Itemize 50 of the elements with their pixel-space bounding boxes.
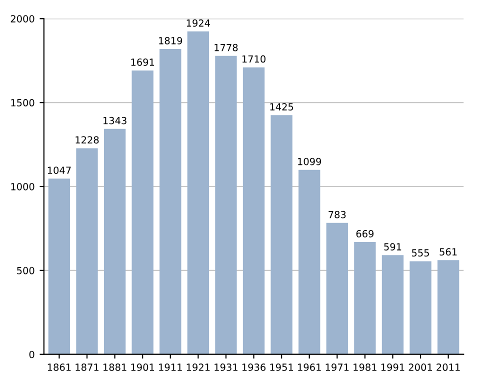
data-label: 783 — [328, 210, 346, 218]
bar — [242, 67, 265, 354]
y-tick-label: 0 — [29, 350, 34, 358]
x-tick-label: 1871 — [76, 364, 98, 371]
bar — [354, 242, 376, 354]
data-label: 669 — [356, 230, 374, 238]
x-tick-label: 1991 — [381, 364, 404, 371]
data-label: 1924 — [186, 19, 210, 27]
bar — [215, 56, 237, 354]
y-tick-label: 1000 — [11, 182, 34, 190]
y-tick-label: 500 — [17, 266, 34, 274]
x-tick-label: 1921 — [186, 364, 210, 371]
bar — [76, 148, 98, 354]
data-label: 1099 — [298, 158, 322, 166]
x-tick-label: 1881 — [103, 364, 126, 371]
x-tick-label: 1951 — [270, 364, 294, 371]
data-label: 561 — [440, 248, 457, 256]
bar — [104, 128, 126, 354]
x-tick-label: 1901 — [131, 364, 154, 371]
bar — [326, 222, 348, 354]
x-tick-label: 1961 — [298, 364, 321, 371]
data-label: 1425 — [270, 103, 294, 110]
y-tick-label: 1500 — [11, 99, 34, 106]
bar — [298, 170, 320, 354]
x-tick-label: 1911 — [159, 364, 182, 371]
data-label: 555 — [412, 249, 429, 257]
x-tick-label: 1936 — [242, 364, 266, 371]
bar — [160, 49, 182, 354]
data-label: 1343 — [103, 116, 126, 124]
data-label: 1819 — [159, 37, 182, 44]
bar — [187, 31, 210, 354]
x-tick-label: 1861 — [48, 364, 71, 371]
data-label: 1047 — [48, 166, 71, 174]
data-label: 1710 — [242, 55, 266, 63]
x-tick-label: 1931 — [214, 364, 238, 371]
bar — [410, 261, 432, 354]
data-label: 591 — [384, 243, 402, 250]
data-label: 1778 — [214, 44, 238, 52]
bar — [437, 260, 460, 354]
x-tick-label: 2001 — [408, 364, 432, 371]
x-tick-label: 2011 — [436, 364, 460, 371]
bar — [382, 255, 404, 354]
y-tick-label: 2000 — [10, 15, 34, 22]
bar — [48, 178, 70, 354]
bar — [132, 70, 154, 354]
x-tick-label: 1981 — [354, 364, 376, 371]
bar — [270, 115, 292, 354]
data-label: 1691 — [131, 58, 154, 66]
x-tick-label: 1971 — [326, 364, 349, 371]
data-label: 1228 — [76, 136, 99, 144]
